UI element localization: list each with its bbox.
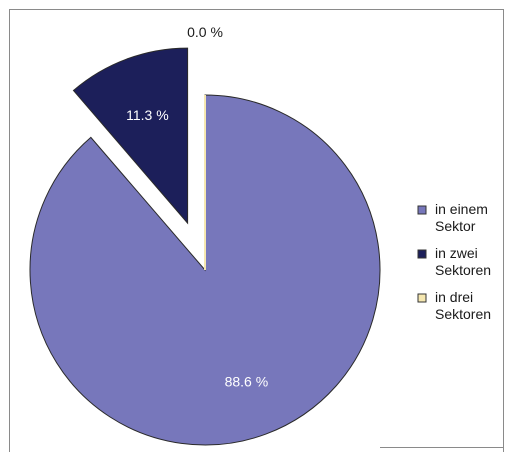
data-label-in-zwei-sektoren: 11.3 % xyxy=(126,107,169,123)
legend-swatch-in-zwei-sektoren xyxy=(417,249,427,259)
pie-slice-in-zwei-sektoren xyxy=(72,47,189,225)
data-labels: 88.6 % 11.3 % 0.0 % xyxy=(126,24,268,390)
chart-border xyxy=(9,9,504,452)
legend-swatch-in-drei-sektoren xyxy=(417,293,427,303)
pie-slices xyxy=(29,47,381,446)
legend-label-in-zwei-sektoren: in zwei Sektoren xyxy=(435,245,491,278)
data-label-in-drei-sektoren: 0.0 % xyxy=(187,24,223,40)
data-label-in-einem-sektor: 88.6 % xyxy=(225,374,269,390)
legend: in einem Sektor in zwei Sektoren in drei Sekt… xyxy=(417,201,491,322)
legend-label-in-drei-sektoren: in drei Sektoren xyxy=(435,289,491,322)
legend-swatch-in-einem-sektor xyxy=(417,205,427,215)
legend-label-in-einem-sektor: in einem Sektor xyxy=(435,201,488,234)
